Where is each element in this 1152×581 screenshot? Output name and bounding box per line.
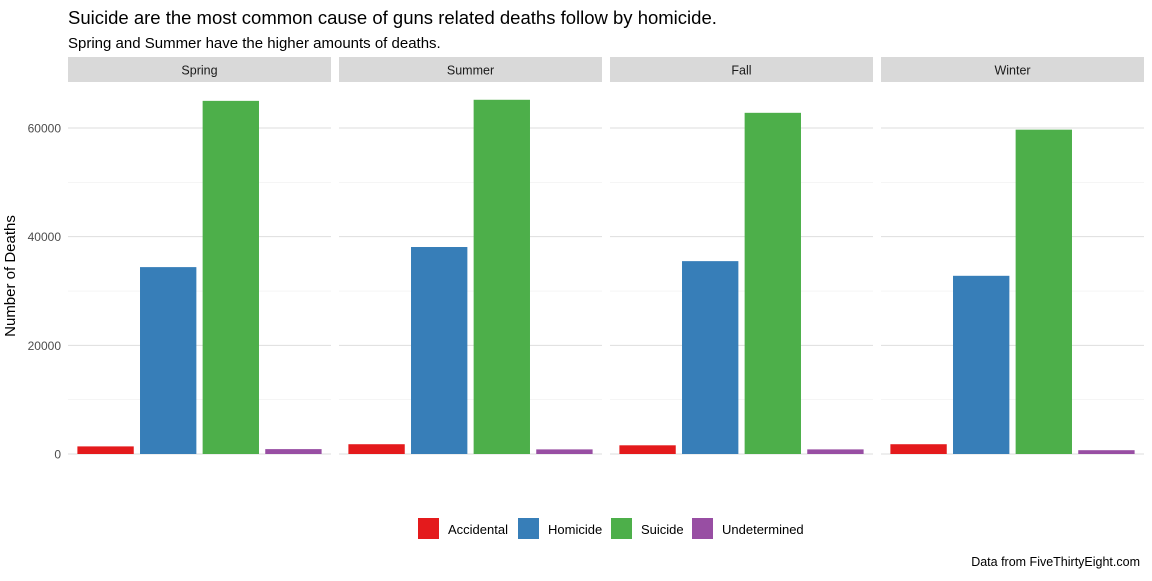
y-tick-label: 20000	[28, 339, 62, 353]
legend-key-undetermined	[692, 518, 713, 539]
legend-key-suicide	[611, 518, 632, 539]
y-tick-label: 60000	[28, 122, 62, 136]
bar-accidental-fall	[619, 445, 676, 454]
bar-accidental-spring	[77, 446, 134, 454]
facet-strip	[68, 57, 331, 82]
legend-label-suicide: Suicide	[641, 522, 684, 537]
bar-undetermined-winter	[1078, 450, 1135, 454]
facet-strip	[881, 57, 1144, 82]
bar-undetermined-fall	[807, 449, 864, 454]
bar-undetermined-summer	[536, 449, 593, 454]
bar-suicide-spring	[202, 100, 259, 455]
bar-homicide-summer	[411, 247, 468, 454]
bar-undetermined-spring	[265, 449, 322, 454]
bar-homicide-spring	[140, 267, 197, 454]
chart-caption: Data from FiveThirtyEight.com	[971, 555, 1140, 569]
bar-accidental-winter	[890, 444, 947, 454]
legend: Accidental Homicide Suicide Undetermined	[418, 518, 804, 539]
bar-suicide-summer	[473, 99, 530, 454]
bar-accidental-summer	[348, 444, 405, 454]
facet-strip-label: Fall	[731, 64, 751, 78]
facet-strip	[339, 57, 602, 82]
plot-area: 0 20000 40000 60000 Spring Summer Fall Winter	[28, 57, 1144, 462]
y-axis-label: Number of Deaths	[2, 215, 19, 337]
legend-key-accidental	[418, 518, 439, 539]
bar-suicide-winter	[1015, 129, 1072, 454]
legend-label-accidental: Accidental	[448, 522, 508, 537]
bar-homicide-fall	[682, 261, 739, 454]
legend-label-undetermined: Undetermined	[722, 522, 804, 537]
facet-strip-label: Summer	[447, 64, 494, 78]
bar-suicide-fall	[744, 112, 801, 455]
facet-strip-label: Winter	[994, 64, 1030, 78]
chart-subtitle: Spring and Summer have the higher amount…	[68, 35, 441, 52]
facet-strip	[610, 57, 873, 82]
chart-title: Suicide are the most common cause of gun…	[68, 7, 717, 28]
legend-key-homicide	[518, 518, 539, 539]
y-tick-label: 0	[54, 448, 61, 462]
facet-strip-label: Spring	[181, 64, 217, 78]
bar-homicide-winter	[953, 275, 1010, 454]
y-tick-label: 40000	[28, 230, 62, 244]
legend-label-homicide: Homicide	[548, 522, 602, 537]
